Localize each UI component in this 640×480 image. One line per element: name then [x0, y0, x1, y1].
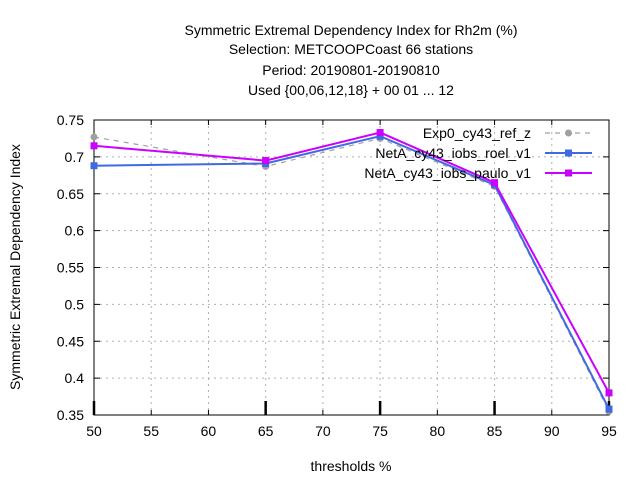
y-tick-label: 0.35 [57, 407, 84, 423]
plot-frame [93, 119, 610, 416]
chart-title: Symmetric Extremal Dependency Index for … [185, 22, 518, 98]
x-tick-label: 60 [201, 423, 217, 439]
series-point [605, 405, 613, 413]
legend-label: NetA_cy43_iobs_roel_v1 [375, 145, 531, 161]
series-point [90, 133, 98, 141]
x-tick-label: 90 [544, 423, 560, 439]
y-tick-label: 0.4 [65, 370, 85, 386]
y-axis-label: Symmetric Extremal Dependency Index [7, 144, 23, 390]
series-1 [90, 133, 613, 415]
y-tick-label: 0.45 [57, 333, 84, 349]
x-axis-label: thresholds % [311, 458, 392, 474]
series-point [376, 129, 384, 137]
axis-ticks: 50 55 60 65 70 75 80 85 90 95 0.35 0.4 0.45 0.5 0.55 0.… [57, 112, 617, 439]
series-line [93, 136, 610, 412]
x-tick-label: 95 [601, 423, 617, 439]
chart-title-line-4: Used {00,06,12,18} + 00 01 ... 12 [248, 82, 454, 98]
legend-item: NetA_cy43_iobs_roel_v1 [375, 145, 592, 161]
series-2 [90, 132, 613, 413]
legend-marker [565, 129, 572, 137]
y-tick-label: 0.65 [57, 186, 84, 202]
series-point [605, 389, 613, 397]
y-tick-label: 0.5 [65, 296, 85, 312]
series-line [93, 135, 610, 410]
legend-marker [565, 149, 572, 157]
legend-label: Exp0_cy43_ref_z [423, 125, 531, 141]
x-tick-label: 75 [372, 423, 388, 439]
series-point [491, 179, 499, 187]
legend-marker [565, 169, 572, 177]
series-3 [90, 129, 613, 397]
y-tick-label: 0.7 [65, 149, 85, 165]
y-tick-label: 0.6 [65, 223, 85, 239]
x-tick-label: 70 [315, 423, 331, 439]
x-tick-label: 80 [430, 423, 446, 439]
x-tick-label: 50 [86, 423, 102, 439]
x-tick-label: 85 [487, 423, 503, 439]
legend-label: NetA_cy43_iobs_paulo_v1 [364, 165, 531, 181]
chart-title-line-2: Selection: METCOOPCoast 66 stations [229, 41, 473, 57]
series-point [376, 132, 384, 140]
x-tick-label: 65 [258, 423, 274, 439]
y-tick-label: 0.75 [57, 112, 84, 128]
series-point [90, 162, 98, 170]
series-line [93, 131, 610, 394]
series-point [262, 157, 270, 165]
y-tick-label: 0.55 [57, 260, 84, 276]
legend-item: NetA_cy43_iobs_paulo_v1 [364, 165, 592, 181]
chart-title-line-3: Period: 20190801-20190810 [262, 62, 440, 78]
chart-title-line-1: Symmetric Extremal Dependency Index for … [185, 22, 518, 38]
x-tick-label: 55 [143, 423, 159, 439]
series-point [90, 142, 98, 150]
legend-item: Exp0_cy43_ref_z [423, 125, 592, 141]
series-layer [90, 129, 613, 415]
legend: Exp0_cy43_ref_z NetA_cy43_iobs_roel_v1 Net… [364, 125, 592, 181]
